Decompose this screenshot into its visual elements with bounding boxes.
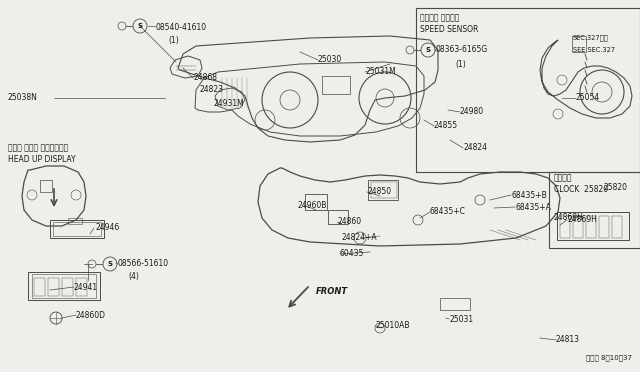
Bar: [28, 272, 100, 300]
Bar: [586, 216, 596, 238]
Text: 60435: 60435: [340, 250, 364, 259]
Text: S: S: [108, 261, 113, 267]
Bar: [50, 220, 104, 238]
Text: SEC.327参照: SEC.327参照: [573, 35, 609, 41]
Bar: [368, 180, 398, 200]
Text: 24855: 24855: [434, 122, 458, 131]
Text: HEAD UP DISPLAY: HEAD UP DISPLAY: [8, 155, 76, 164]
Bar: [549, 172, 640, 248]
Bar: [371, 182, 397, 198]
Text: 24824+A: 24824+A: [342, 232, 378, 241]
Text: 24869H: 24869H: [567, 215, 597, 224]
Text: ヘッド アップ ディスプレー: ヘッド アップ ディスプレー: [8, 144, 68, 153]
Text: 08363-6165G: 08363-6165G: [435, 45, 487, 55]
Bar: [305, 194, 327, 210]
Text: 25038N: 25038N: [8, 93, 38, 103]
Text: 68435+B: 68435+B: [511, 190, 547, 199]
Text: スピード センサー: スピード センサー: [420, 13, 460, 22]
Text: 24941: 24941: [74, 282, 98, 292]
Bar: [62, 278, 73, 296]
Text: 25010AB: 25010AB: [376, 321, 410, 330]
Text: 24860D: 24860D: [76, 311, 106, 320]
Text: SEE SEC.327: SEE SEC.327: [573, 47, 615, 53]
Bar: [557, 212, 629, 240]
Text: クロック: クロック: [554, 173, 573, 183]
Bar: [572, 36, 586, 52]
Bar: [599, 216, 609, 238]
Bar: [573, 216, 583, 238]
Text: 24868: 24868: [193, 74, 217, 83]
Text: CLOCK  25820: CLOCK 25820: [554, 186, 608, 195]
Text: 08566-51610: 08566-51610: [118, 259, 169, 267]
Text: 24869H: 24869H: [554, 214, 584, 222]
Text: 24860: 24860: [337, 218, 361, 227]
Text: アプリ 8・10・37: アプリ 8・10・37: [586, 355, 632, 361]
Text: (1): (1): [455, 60, 466, 68]
Text: 25031M: 25031M: [365, 67, 396, 77]
Bar: [322, 76, 350, 94]
Text: 24980: 24980: [460, 108, 484, 116]
Text: 24960B: 24960B: [298, 201, 328, 209]
Text: SPEED SENSOR: SPEED SENSOR: [420, 26, 478, 35]
Bar: [612, 216, 622, 238]
Bar: [416, 8, 640, 172]
Bar: [328, 210, 348, 224]
Text: S: S: [138, 23, 143, 29]
Text: 25054: 25054: [575, 93, 599, 103]
Text: (4): (4): [128, 272, 139, 280]
Text: 68435+A: 68435+A: [515, 202, 551, 212]
Bar: [76, 278, 87, 296]
Bar: [40, 180, 52, 192]
Bar: [32, 274, 96, 298]
Text: 24824: 24824: [463, 144, 487, 153]
Text: 24946: 24946: [95, 224, 119, 232]
Bar: [34, 278, 45, 296]
Text: 25820: 25820: [604, 183, 628, 192]
Text: 24823: 24823: [200, 86, 224, 94]
Text: 24813: 24813: [556, 336, 580, 344]
Bar: [440, 298, 470, 310]
Text: S: S: [426, 47, 431, 53]
Text: 25030: 25030: [318, 55, 342, 64]
Text: 68435+C: 68435+C: [430, 208, 466, 217]
Bar: [560, 216, 570, 238]
Bar: [53, 222, 101, 236]
Text: 08540-41610: 08540-41610: [156, 23, 207, 32]
Bar: [68, 218, 82, 224]
Text: FRONT: FRONT: [316, 288, 348, 296]
Text: 24850: 24850: [367, 187, 391, 196]
Text: (1): (1): [168, 35, 179, 45]
Text: 24931M: 24931M: [214, 99, 244, 108]
Text: 25031: 25031: [449, 314, 473, 324]
Bar: [48, 278, 59, 296]
